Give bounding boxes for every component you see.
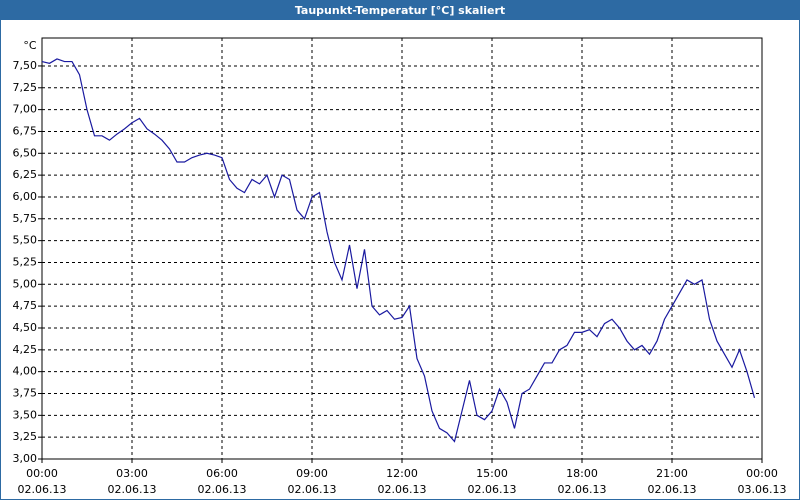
- y-tick-label: 7,50: [13, 59, 38, 72]
- x-tick-label: 21:00: [656, 467, 688, 480]
- x-tick-date: 02.06.13: [288, 483, 337, 496]
- x-tick-label: 12:00: [386, 467, 418, 480]
- x-tick-date: 02.06.13: [198, 483, 247, 496]
- x-tick-label: 18:00: [566, 467, 598, 480]
- x-tick-label: 15:00: [476, 467, 508, 480]
- x-tick-label: 00:00: [746, 467, 778, 480]
- x-tick-date: 02.06.13: [468, 483, 517, 496]
- x-tick-date: 03.06.13: [738, 483, 787, 496]
- y-tick-label: 6,25: [13, 168, 38, 181]
- data-line: [41, 58, 756, 443]
- plot: 3,00 3,25 3,50 3,75 4,00 4,25 4,50 4,75 5,00 5,25…: [13, 37, 787, 496]
- y-tick-label: 7,00: [13, 103, 38, 116]
- y-tick-label: 5,50: [13, 234, 38, 247]
- y-tick-label: 4,75: [13, 299, 38, 312]
- y-tick-label: 7,25: [13, 81, 38, 94]
- y-tick-label: 4,25: [13, 343, 38, 356]
- y-tick-label: 3,50: [13, 408, 38, 421]
- chart-title: Taupunkt-Temperatur [°C] skaliert: [295, 4, 505, 17]
- y-tick-label: 5,25: [13, 255, 38, 268]
- y-tick-label: 3,75: [13, 386, 38, 399]
- y-tick-label: 6,75: [13, 124, 38, 137]
- x-tick-date: 02.06.13: [648, 483, 697, 496]
- plot-frame: [41, 37, 763, 460]
- y-tick-label: 6,50: [13, 146, 38, 159]
- x-tick-label: 03:00: [116, 467, 148, 480]
- y-unit: °C: [23, 39, 37, 52]
- x-tick-date: 02.06.13: [18, 483, 67, 496]
- y-tick-label: 3,00: [13, 452, 38, 465]
- y-tick-label: 4,00: [13, 365, 38, 378]
- x-tick-date: 02.06.13: [108, 483, 157, 496]
- x-tick-date: 02.06.13: [558, 483, 607, 496]
- y-tick-label: 6,00: [13, 190, 38, 203]
- x-tick-label: 09:00: [296, 467, 328, 480]
- title-bar: [0, 0, 800, 20]
- x-tick-date: 02.06.13: [378, 483, 427, 496]
- y-tick-label: 5,75: [13, 212, 38, 225]
- x-tick-label: 06:00: [206, 467, 238, 480]
- y-tick-label: 4,50: [13, 321, 38, 334]
- x-tick-label: 00:00: [26, 467, 58, 480]
- y-tick-label: 5,00: [13, 277, 38, 290]
- y-tick-label: 3,25: [13, 430, 38, 443]
